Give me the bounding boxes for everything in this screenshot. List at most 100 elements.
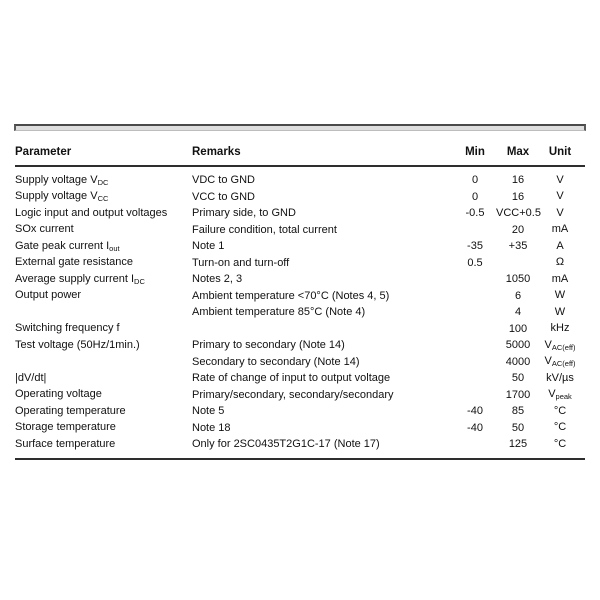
cell-unit: °C	[540, 438, 580, 451]
cell-max: 125	[508, 438, 528, 451]
parameter-text: Output power	[15, 289, 82, 302]
cell-unit: kV/µs	[540, 372, 580, 385]
unit-subscript: AC(eff)	[551, 342, 576, 352]
table-row: SOx current Failure condition, total cur…	[15, 222, 585, 239]
cell-unit: VAC(eff)	[540, 355, 580, 368]
unit-text: mA	[551, 272, 569, 285]
cell-remarks: Note 1	[192, 240, 225, 253]
cell-max: 16	[511, 174, 525, 187]
cell-min: -40	[467, 421, 483, 434]
unit-text: °C	[553, 437, 567, 450]
unit-text: Ω	[555, 256, 565, 269]
cell-unit: °C	[540, 405, 580, 418]
table-row: Gate peak current Iout Note 1 -35 +35 A	[15, 238, 585, 255]
table-row: Supply voltage VDC VDC to GND 0 16 V	[15, 172, 585, 189]
cell-unit: W	[540, 306, 580, 319]
table-body: Supply voltage VDC VDC to GND 0 16 V Sup…	[15, 167, 585, 460]
column-header-unit: Unit	[548, 146, 572, 158]
parameter-text: Supply voltage V	[15, 190, 98, 203]
unit-text: V	[556, 206, 564, 219]
parameter-text: Surface temperature	[15, 437, 116, 450]
cell-unit: Vpeak	[540, 388, 580, 401]
cell-remarks: Ambient temperature 85°C (Note 4)	[192, 306, 366, 319]
cell-min: -0.5	[465, 207, 485, 220]
parameter-text: Gate peak current I	[15, 239, 110, 252]
maximum-ratings-table: Parameter Remarks Min Max Unit Supply vo…	[15, 146, 585, 460]
cell-remarks: Turn-on and turn-off	[192, 256, 290, 269]
cell-remarks: Only for 2SC0435T2G1C-17 (Note 17)	[192, 438, 380, 451]
table-header-row: Parameter Remarks Min Max Unit	[15, 146, 585, 167]
cell-parameter: Average supply current IDC	[15, 273, 192, 286]
parameter-subscript: DC	[134, 276, 145, 286]
parameter-text: Average supply current I	[15, 272, 135, 285]
parameter-subscript: DC	[97, 177, 109, 187]
cell-min: 0	[471, 174, 479, 187]
cell-parameter: Logic input and output voltages	[15, 207, 192, 220]
cell-max: 50	[511, 421, 525, 434]
table-row: Test voltage (50Hz/1min.) Primary to sec…	[15, 337, 585, 354]
cell-min: 0.5	[467, 256, 483, 269]
cell-unit: mA	[540, 223, 580, 236]
column-header-max: Max	[506, 146, 530, 158]
cell-max: 16	[511, 190, 525, 203]
cell-parameter: Supply voltage VDC	[15, 174, 192, 187]
parameter-text: Operating voltage	[15, 388, 102, 401]
unit-text: °C	[553, 421, 567, 434]
top-divider-bar	[14, 124, 586, 131]
unit-text: V	[548, 388, 556, 401]
cell-max: 85	[511, 405, 525, 418]
unit-text: V	[556, 173, 564, 186]
cell-remarks: Note 5	[192, 405, 225, 418]
cell-parameter: |dV/dt|	[15, 372, 192, 385]
cell-remarks: Note 18	[192, 421, 231, 434]
parameter-text: Operating temperature	[15, 404, 126, 417]
table-row: |dV/dt| Rate of change of input to outpu…	[15, 370, 585, 387]
parameter-subscript: CC	[97, 194, 109, 204]
unit-text: V	[556, 190, 564, 203]
table-row: Storage temperature Note 18 -40 50 °C	[15, 420, 585, 437]
cell-unit: W	[540, 289, 580, 302]
cell-min: -35	[467, 240, 483, 253]
table-row: Logic input and output voltages Primary …	[15, 205, 585, 222]
cell-parameter: Storage temperature	[15, 421, 192, 434]
unit-text: kHz	[550, 322, 570, 335]
cell-parameter: External gate resistance	[15, 256, 192, 269]
unit-subscript: AC(eff)	[551, 359, 576, 369]
unit-text: W	[554, 305, 566, 318]
parameter-text: Supply voltage V	[15, 173, 98, 186]
cell-parameter: Output power	[15, 289, 192, 302]
parameter-text: Logic input and output voltages	[15, 206, 168, 219]
table-row: External gate resistance Turn-on and tur…	[15, 255, 585, 272]
table-row: Surface temperature Only for 2SC0435T2G1…	[15, 436, 585, 453]
cell-parameter: Gate peak current Iout	[15, 240, 192, 253]
unit-text: °C	[553, 404, 567, 417]
cell-unit: V	[540, 174, 580, 187]
table-row: Secondary to secondary (Note 14) 4000 VA…	[15, 354, 585, 371]
parameter-text: Test voltage (50Hz/1min.)	[15, 338, 140, 351]
parameter-text: External gate resistance	[15, 256, 134, 269]
cell-max: VCC+0.5	[496, 207, 541, 220]
parameter-text: SOx current	[15, 223, 74, 236]
cell-max: 6	[514, 289, 522, 302]
cell-unit: mA	[540, 273, 580, 286]
unit-text: V	[544, 338, 552, 351]
cell-remarks: Ambient temperature <70°C (Notes 4, 5)	[192, 289, 390, 302]
column-header-remarks: Remarks	[192, 146, 241, 158]
cell-max: 20	[511, 223, 525, 236]
parameter-text: |dV/dt|	[15, 371, 47, 384]
column-header-min: Min	[465, 146, 485, 158]
cell-parameter: Surface temperature	[15, 438, 192, 451]
cell-unit: V	[540, 207, 580, 220]
parameter-text: Switching frequency f	[15, 322, 120, 335]
unit-text: kV/µs	[546, 371, 574, 384]
cell-remarks: Primary side, to GND	[192, 207, 296, 220]
cell-max: 100	[508, 322, 528, 335]
cell-max: 1700	[505, 388, 531, 401]
cell-unit: kHz	[540, 322, 580, 335]
cell-max: 50	[511, 372, 525, 385]
cell-remarks: Notes 2, 3	[192, 273, 243, 286]
table-row: Operating temperature Note 5 -40 85 °C	[15, 403, 585, 420]
unit-text: V	[544, 355, 552, 368]
cell-max: 5000	[505, 339, 531, 352]
parameter-subscript: out	[109, 243, 120, 253]
